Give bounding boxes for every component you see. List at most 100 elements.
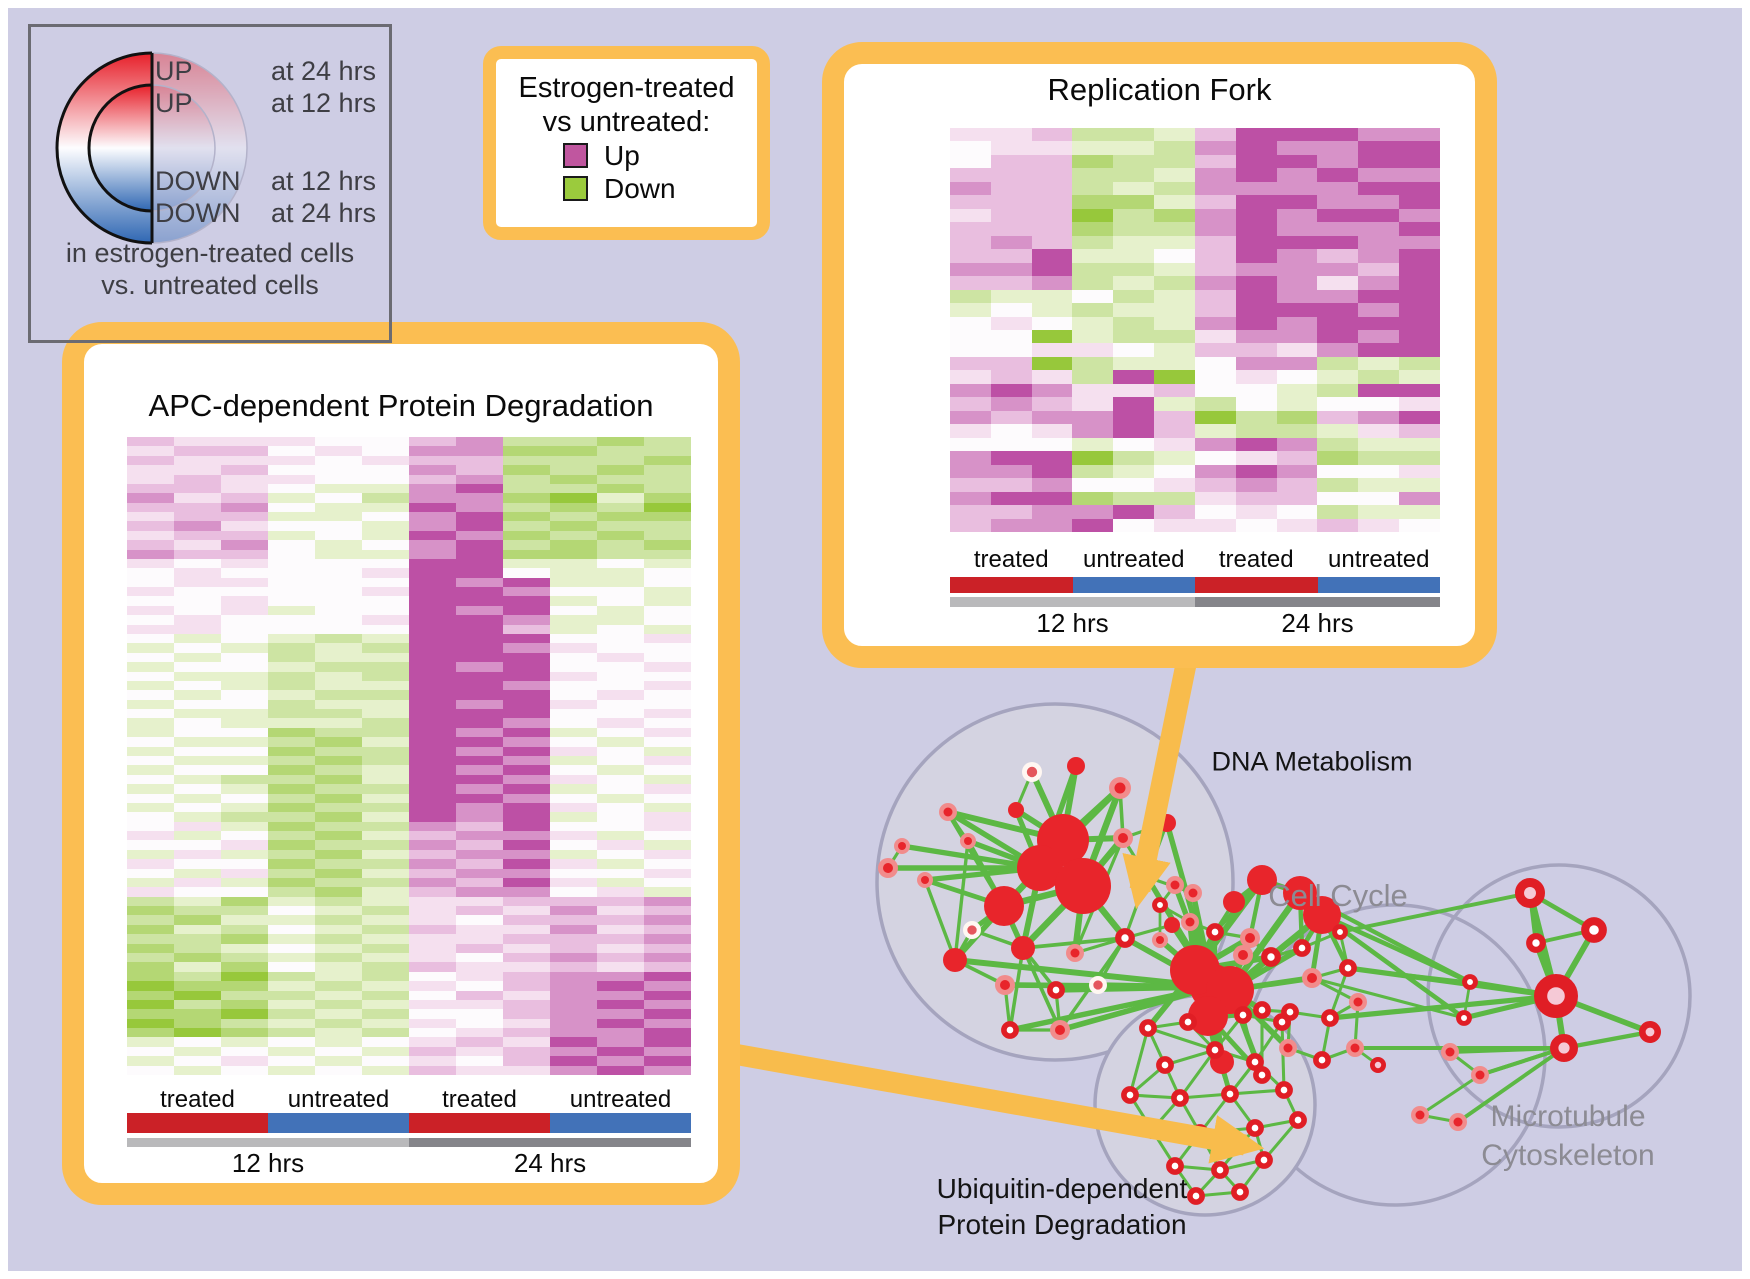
heatmap-cell bbox=[174, 437, 221, 447]
up-label: Up bbox=[604, 139, 640, 171]
heatmap-cell bbox=[409, 774, 456, 785]
heatmap-cell bbox=[597, 680, 644, 691]
heatmap-cell bbox=[268, 680, 315, 691]
network-edge bbox=[1346, 966, 1472, 984]
heatmap-cell bbox=[990, 451, 1032, 465]
heatmap-cell bbox=[315, 934, 362, 944]
network-node-core bbox=[1188, 888, 1198, 898]
heatmap-cell bbox=[503, 596, 550, 606]
heatmap-cell bbox=[1235, 235, 1277, 250]
heatmap-cell bbox=[1113, 343, 1155, 357]
heatmap-cell bbox=[503, 605, 550, 616]
heatmap-cell bbox=[1358, 383, 1400, 398]
heatmap-cell bbox=[990, 518, 1032, 532]
heatmap-cell bbox=[127, 924, 174, 935]
heatmap-cell bbox=[315, 680, 362, 691]
heatmap-cell bbox=[409, 802, 456, 813]
heatmap-cell bbox=[268, 530, 315, 541]
heatmap-cell bbox=[127, 934, 174, 944]
network-node-pink-center bbox=[1515, 878, 1545, 908]
network-node-core bbox=[1353, 997, 1363, 1007]
heatmap-cell bbox=[1072, 451, 1114, 465]
heatmap-cell bbox=[597, 502, 644, 513]
treatment-group-label: treated bbox=[973, 546, 1049, 573]
heatmap-cell bbox=[503, 812, 550, 822]
heatmap-cell bbox=[550, 953, 597, 963]
heatmap-cell bbox=[1358, 505, 1400, 519]
heatmap-cell bbox=[1358, 316, 1400, 330]
heatmap-cell bbox=[1072, 222, 1114, 236]
heatmap-cell bbox=[221, 999, 268, 1010]
heatmap-cell bbox=[409, 474, 456, 484]
heatmap-cell bbox=[503, 662, 550, 672]
heatmap-cell bbox=[503, 859, 550, 869]
cluster-label-dna: DNA Metabolism bbox=[1211, 746, 1413, 777]
heatmap-cell bbox=[644, 709, 691, 719]
heatmap-cell bbox=[362, 596, 409, 606]
heatmap-cell bbox=[644, 634, 691, 644]
heatmap-cell bbox=[409, 587, 456, 597]
heatmap-cell bbox=[597, 943, 644, 954]
heatmap-cell bbox=[1072, 478, 1114, 492]
heatmap-cell bbox=[268, 727, 315, 738]
heatmap-cell bbox=[221, 990, 268, 1000]
heatmap-cell bbox=[268, 981, 315, 991]
heatmap-cell bbox=[950, 464, 991, 479]
heatmap-cell bbox=[1358, 181, 1400, 196]
heatmap-cell bbox=[1235, 397, 1277, 411]
heatmap-cell bbox=[550, 821, 597, 832]
heatmap-cell bbox=[1358, 208, 1400, 223]
network-edge bbox=[1280, 1020, 1286, 1092]
heatmap-cell bbox=[127, 953, 174, 963]
estrogen-legend-title: Estrogen-treated vs untreated: bbox=[496, 71, 757, 139]
heatmap-cell bbox=[597, 765, 644, 775]
heatmap-cell bbox=[221, 737, 268, 747]
heatmap-cell bbox=[597, 737, 644, 747]
heatmap-cell bbox=[1235, 451, 1277, 465]
heatmap-cell bbox=[644, 737, 691, 747]
heatmap-cell bbox=[1399, 128, 1440, 142]
heatmap-cell bbox=[315, 446, 362, 456]
heatmap-cell bbox=[597, 755, 644, 766]
heatmap-cell bbox=[268, 924, 315, 935]
heatmap-cell bbox=[644, 718, 691, 728]
heatmap-cell bbox=[362, 483, 409, 494]
heatmap-cell bbox=[503, 1056, 550, 1066]
rf-heatmap-grid bbox=[950, 128, 1440, 532]
heatmap-cell bbox=[550, 971, 597, 982]
heatmap-cell bbox=[409, 662, 456, 672]
heatmap-cell bbox=[950, 451, 991, 465]
heatmap-cell bbox=[315, 765, 362, 775]
heatmap-cell bbox=[362, 521, 409, 531]
heatmap-cell bbox=[362, 999, 409, 1010]
heatmap-cell bbox=[1194, 478, 1236, 492]
network-node-ring bbox=[1166, 1157, 1184, 1175]
heatmap-cell bbox=[268, 718, 315, 728]
heatmap-cell bbox=[503, 990, 550, 1000]
rf-panel-title: Replication Fork bbox=[1047, 72, 1272, 107]
heatmap-cell bbox=[1113, 505, 1155, 519]
heatmap-cell bbox=[1072, 397, 1114, 411]
heatmap-cell bbox=[315, 774, 362, 785]
heatmap-cell bbox=[127, 906, 174, 916]
heatmap-cell bbox=[644, 1009, 691, 1019]
heatmap-cell bbox=[1235, 464, 1277, 479]
network-edge bbox=[1327, 993, 1559, 1021]
apc-panel-title: APC-dependent Protein Degradation bbox=[148, 388, 654, 423]
heatmap-cell bbox=[503, 840, 550, 850]
heatmap-cell bbox=[221, 1065, 268, 1075]
heatmap-cell bbox=[644, 596, 691, 606]
heatmap-cell bbox=[456, 849, 503, 860]
heatmap-cell bbox=[315, 437, 362, 447]
heatmap-cell bbox=[127, 690, 174, 700]
heatmap-cell bbox=[127, 999, 174, 1010]
heatmap-cell bbox=[1113, 195, 1155, 209]
heatmap-cell bbox=[409, 887, 456, 897]
heatmap-cell bbox=[127, 915, 174, 925]
heatmap-cell bbox=[644, 605, 691, 616]
heatmap-cell bbox=[174, 746, 221, 756]
heatmap-cell bbox=[315, 981, 362, 991]
heatmap-cell bbox=[503, 680, 550, 691]
heatmap-cell bbox=[409, 962, 456, 972]
heatmap-cell bbox=[268, 1028, 315, 1038]
